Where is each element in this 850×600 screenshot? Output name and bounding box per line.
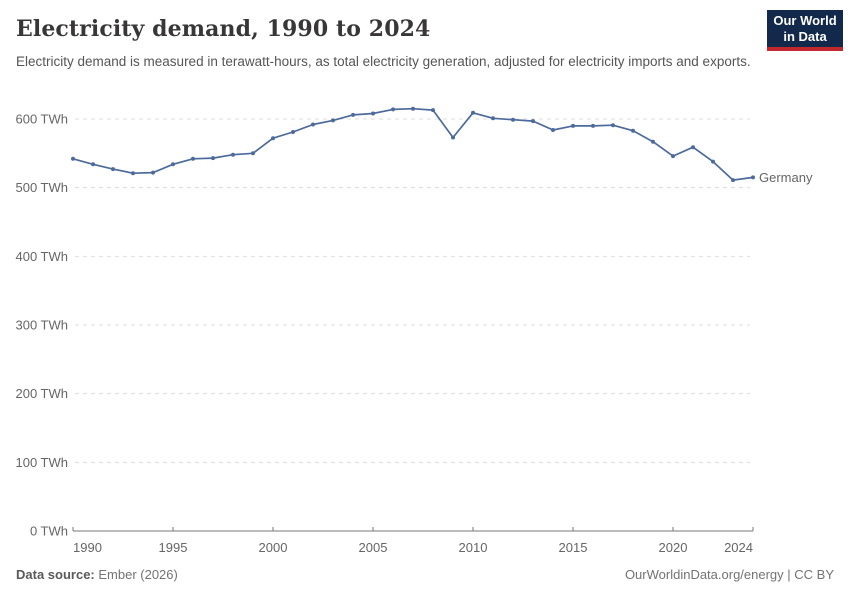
data-point <box>211 156 215 161</box>
page-subtitle: Electricity demand is measured in terawa… <box>16 54 751 69</box>
data-point <box>371 111 375 116</box>
data-point <box>91 162 95 167</box>
x-axis <box>72 527 754 532</box>
data-point <box>171 162 175 167</box>
owid-logo[interactable]: Our World in Data <box>767 10 843 51</box>
x-tick-label: 2000 <box>259 540 288 555</box>
chart-footer: Data source: Ember (2026) OurWorldinData… <box>16 567 834 582</box>
data-point <box>391 107 395 112</box>
data-point <box>491 116 495 121</box>
y-tick-label: 0 TWh <box>30 524 68 539</box>
data-point <box>311 122 315 127</box>
x-tick-label: 2015 <box>559 540 588 555</box>
owid-logo-line2: in Data <box>783 28 827 44</box>
x-tick-label: 2024 <box>724 540 753 555</box>
y-tick-label: 600 TWh <box>15 112 68 127</box>
data-point <box>411 106 415 111</box>
data-point <box>671 154 675 159</box>
page-title: Electricity demand, 1990 to 2024 <box>16 16 431 42</box>
data-point <box>291 130 295 134</box>
data-point <box>431 108 435 113</box>
data-point <box>591 123 595 128</box>
data-point <box>271 136 275 141</box>
data-source: Data source: Ember (2026) <box>16 567 178 582</box>
data-point <box>531 119 535 124</box>
data-source-value: Ember (2026) <box>94 567 178 582</box>
data-point <box>751 175 755 180</box>
footer-link[interactable]: OurWorldinData.org/energy | CC BY <box>624 567 834 582</box>
entity-label: Germany <box>759 170 813 185</box>
y-tick-label: 100 TWh <box>15 455 68 470</box>
data-point <box>551 128 555 132</box>
x-tick-label: 1995 <box>159 540 188 555</box>
data-point <box>351 112 355 117</box>
data-point <box>71 156 75 161</box>
y-tick-label: 400 TWh <box>15 249 68 264</box>
data-point <box>631 128 635 133</box>
data-point <box>151 170 155 175</box>
data-point <box>571 123 575 128</box>
y-tick-label: 500 TWh <box>15 180 68 195</box>
data-point <box>191 156 195 161</box>
x-tick-label: 2020 <box>659 540 688 555</box>
x-tick-label: 1990 <box>73 540 102 555</box>
data-point <box>651 139 655 144</box>
data-point <box>331 118 335 123</box>
data-point <box>131 171 135 176</box>
data-point <box>731 178 735 183</box>
line-chart[interactable]: 0 TWh 100 TWh 200 TWh 300 TWh 400 TWh 500 TWh… <box>0 96 850 566</box>
data-point <box>251 151 255 156</box>
data-point <box>111 167 115 172</box>
data-point <box>511 117 515 122</box>
data-point <box>231 152 235 157</box>
data-point <box>451 135 455 140</box>
owid-logo-line1: Our World <box>773 12 837 28</box>
y-tick-label: 300 TWh <box>15 318 68 333</box>
data-source-label: Data source: <box>16 567 95 582</box>
x-tick-label: 2005 <box>359 540 388 555</box>
data-point <box>611 123 615 128</box>
data-point <box>711 159 715 164</box>
x-tick-label: 2010 <box>459 540 488 555</box>
data-point <box>471 110 475 115</box>
y-tick-label: 200 TWh <box>15 386 68 401</box>
data-point <box>691 145 695 150</box>
